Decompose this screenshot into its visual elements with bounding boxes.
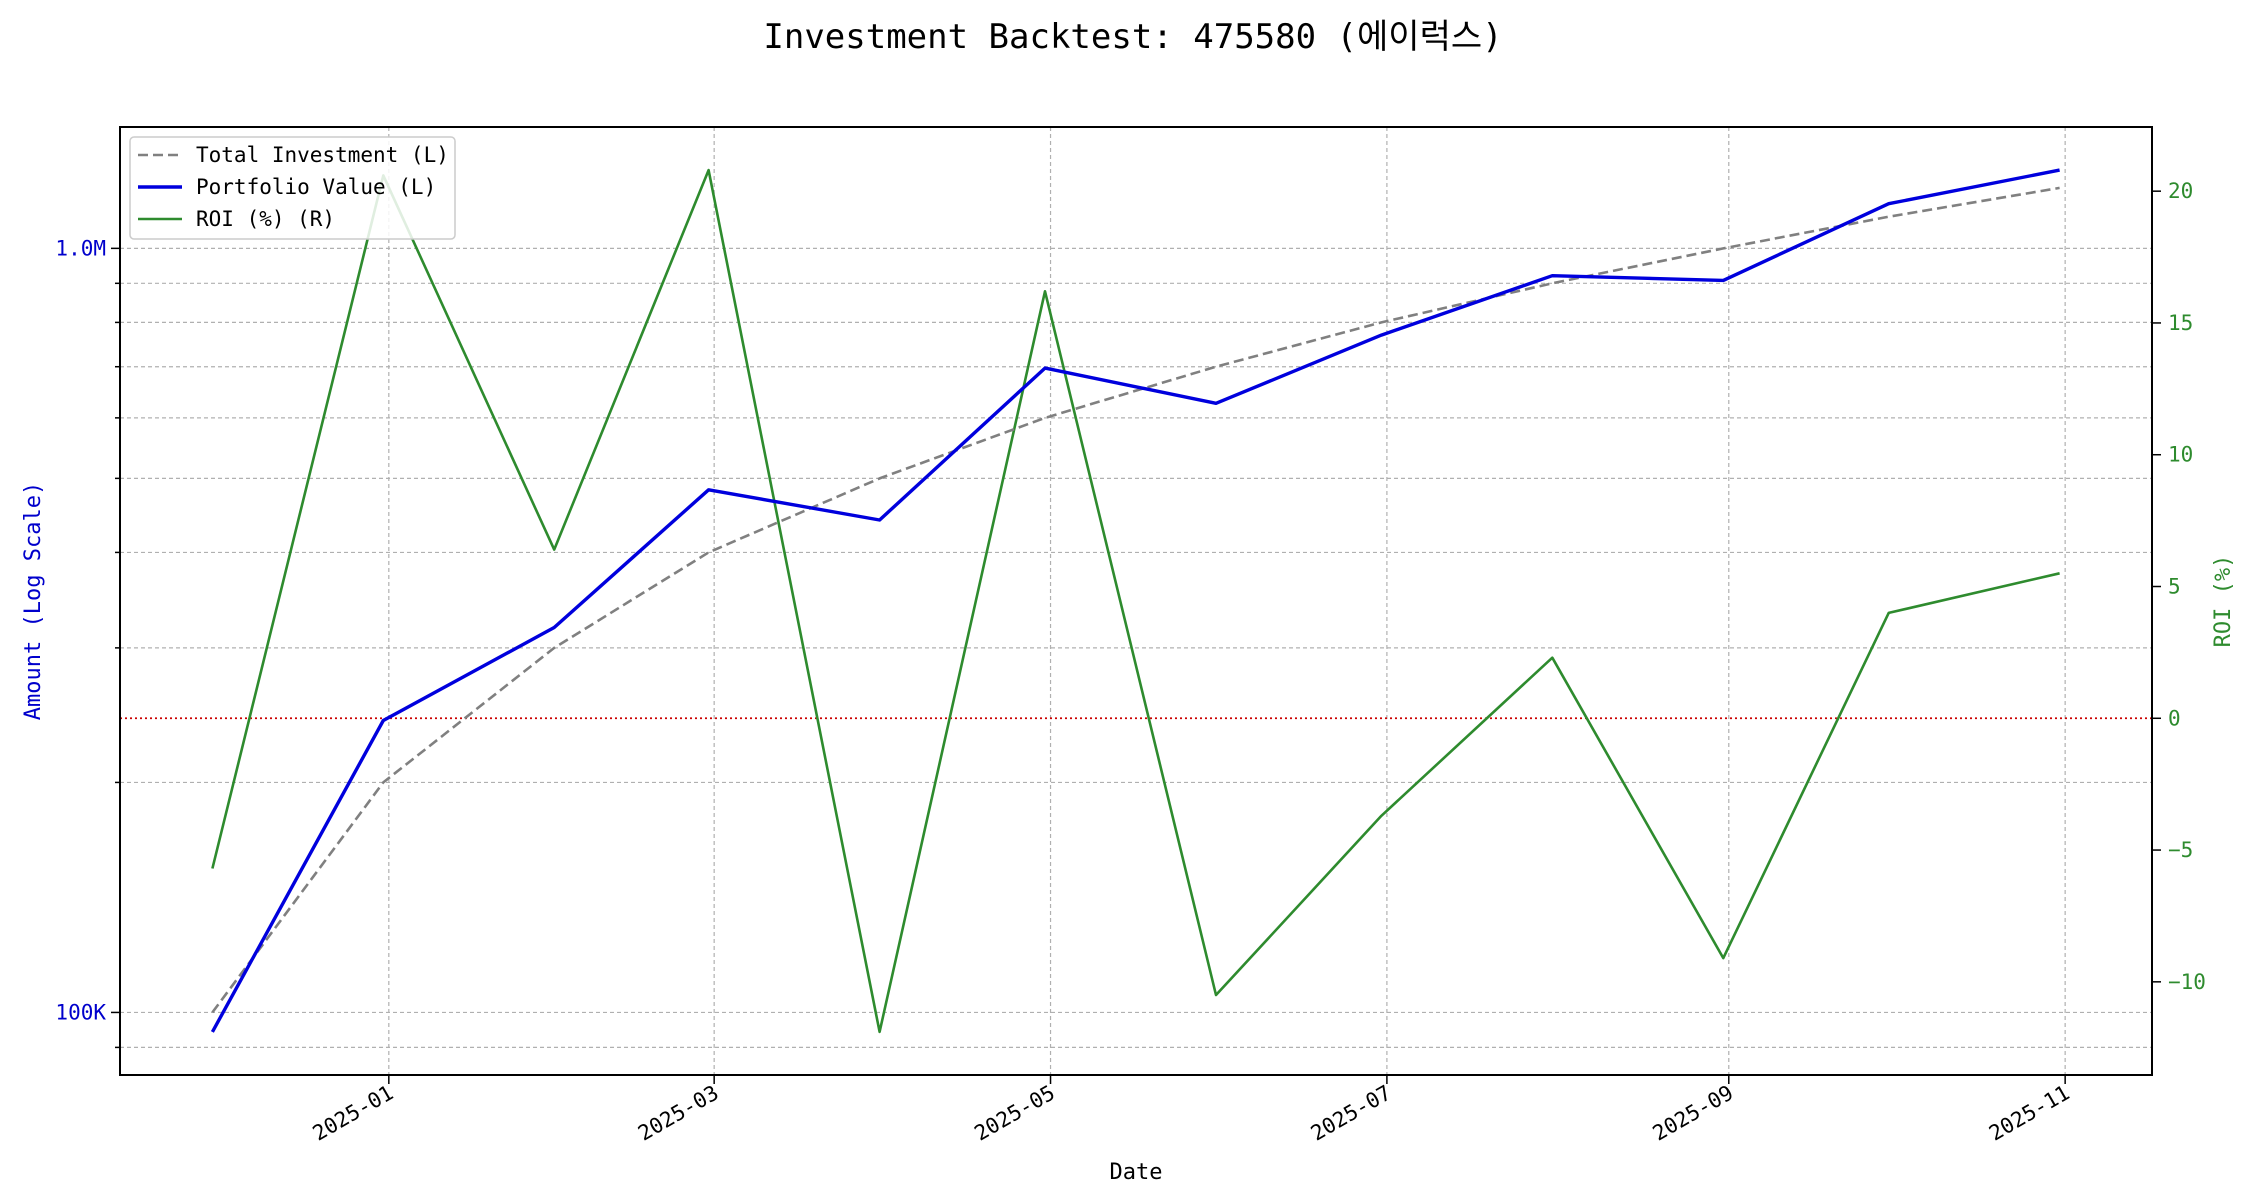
right-axis-label: ROI (%) — [2211, 555, 2236, 648]
right-axis-ticks: −10 −5 0 5 10 15 20 — [2152, 179, 2206, 994]
x-tick-label: 2025-07 — [1307, 1081, 1396, 1146]
x-axis-ticks: 2025-01 2025-03 2025-05 2025-07 2025-09 2025-… — [309, 1075, 2074, 1146]
legend-box — [129, 136, 456, 240]
right-tick-label: −5 — [2168, 838, 2193, 862]
plot-frame — [119, 126, 2153, 1076]
x-tick-label: 2025-11 — [1985, 1081, 2074, 1146]
x-tick-label: 2025-09 — [1649, 1081, 1738, 1146]
x-axis-label: Date — [1110, 1160, 1163, 1185]
series-line-2 — [211, 168, 2060, 1034]
x-tick-label: 2025-03 — [634, 1081, 723, 1146]
right-tick-label: −10 — [2168, 970, 2206, 994]
legend-label: ROI (%) (R) — [196, 207, 335, 231]
series-lines — [210, 168, 2060, 1034]
x-tick-label: 2025-05 — [970, 1081, 1059, 1146]
legend: Total Investment (L) Portfolio Value (L) R… — [129, 136, 456, 240]
right-tick-label: 20 — [2168, 179, 2193, 203]
left-tick-label: 1.0M — [55, 236, 106, 260]
grid — [120, 127, 2152, 1075]
left-axis-ticks: 100K 1.0M — [55, 236, 120, 1049]
series-line-1 — [210, 168, 2060, 1033]
legend-label: Portfolio Value (L) — [196, 175, 436, 199]
right-tick-label: 10 — [2168, 443, 2193, 467]
series-line-0 — [211, 186, 2060, 1014]
right-tick-label: 0 — [2168, 706, 2181, 730]
chart-title: Investment Backtest: 475580 (에이럭스) — [763, 17, 1502, 57]
right-tick-label: 5 — [2168, 575, 2181, 599]
legend-label: Total Investment (L) — [196, 143, 449, 167]
right-tick-label: 15 — [2168, 311, 2193, 335]
left-tick-label: 100K — [55, 1000, 106, 1024]
x-tick-label: 2025-01 — [309, 1081, 398, 1146]
left-axis-label: Amount (Log Scale) — [21, 482, 46, 720]
